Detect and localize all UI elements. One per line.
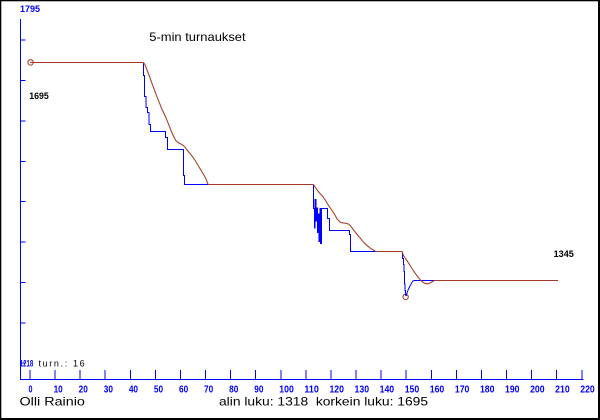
svg-text:turn.: 16: turn.: 16 [39,359,85,369]
svg-text:60: 60 [179,385,189,396]
svg-text:130: 130 [355,385,370,396]
svg-text:70: 70 [204,385,214,396]
svg-text:110: 110 [304,385,319,396]
svg-text:210: 210 [555,385,570,396]
svg-text:50: 50 [154,385,164,396]
svg-text:160: 160 [430,385,445,396]
svg-text:alin luku: 1318 korkein luku:: alin luku: 1318 korkein luku: 1695 [219,395,428,409]
svg-text:140: 140 [380,385,395,396]
svg-text:5-min turnaukset: 5-min turnaukset [149,30,246,44]
svg-text:170: 170 [455,385,470,396]
svg-text:1795: 1795 [20,4,40,14]
svg-text:40: 40 [129,385,139,396]
svg-text:1345: 1345 [554,249,574,259]
svg-text:0: 0 [29,385,33,396]
svg-text:1695: 1695 [29,91,49,101]
svg-text:150: 150 [405,385,420,396]
svg-text:190: 190 [505,385,520,396]
svg-text:20: 20 [79,385,89,396]
svg-text:180: 180 [480,385,495,396]
svg-text:Olli Rainio: Olli Rainio [20,395,86,409]
svg-text:30: 30 [104,385,114,396]
svg-text:80: 80 [229,385,239,396]
svg-text:100: 100 [279,385,294,396]
svg-text:10: 10 [54,385,64,396]
svg-text:220: 220 [580,385,595,396]
svg-text:1218: 1218 [20,359,34,369]
svg-text:120: 120 [329,385,344,396]
svg-text:90: 90 [254,385,264,396]
svg-text:200: 200 [530,385,545,396]
